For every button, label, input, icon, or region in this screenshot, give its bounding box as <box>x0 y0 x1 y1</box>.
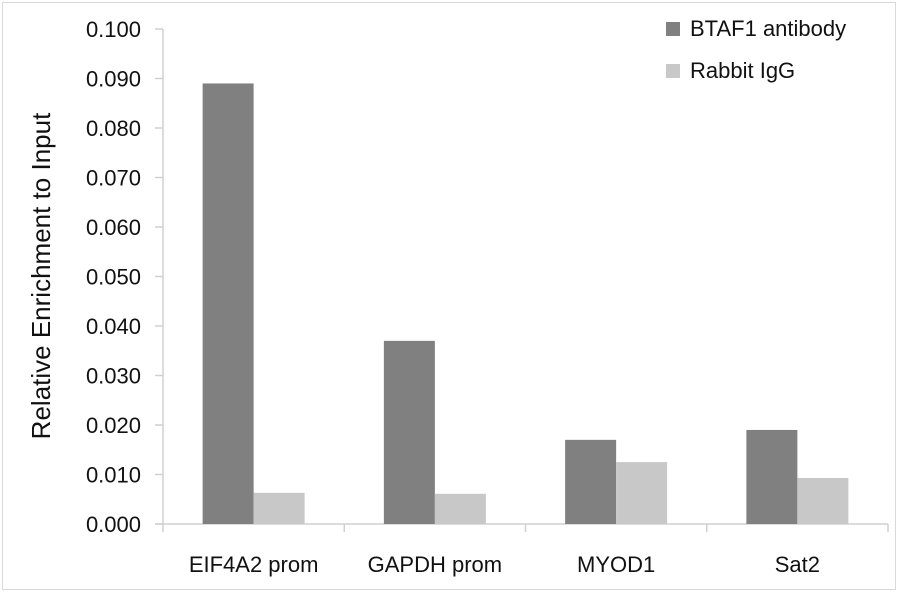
bar-btaf1-antibody <box>383 340 435 524</box>
bar-btaf1-antibody <box>746 429 798 524</box>
bar-rabbit-igg <box>616 462 668 524</box>
legend-swatch <box>666 64 680 78</box>
y-tick-label: 0.070 <box>86 166 141 191</box>
y-tick-label: 0.020 <box>86 413 141 438</box>
legend: BTAF1 antibody Rabbit IgG <box>666 16 846 83</box>
x-category-label: EIF4A2 prom <box>189 552 319 577</box>
y-axis: 0.000 0.010 0.020 0.030 0.040 0.050 0.060 0.070… <box>86 17 164 537</box>
x-category-label: MYOD1 <box>577 552 655 577</box>
bar-btaf1-antibody <box>565 439 617 524</box>
y-tick-label: 0.050 <box>86 265 141 290</box>
bar-rabbit-igg <box>253 492 305 524</box>
x-category-label: GAPDH prom <box>368 552 502 577</box>
legend-label: Rabbit IgG <box>690 58 795 83</box>
x-category-label: Sat2 <box>775 552 820 577</box>
legend-swatch <box>666 22 680 36</box>
y-tick-label: 0.030 <box>86 364 141 389</box>
y-tick-label: 0.090 <box>86 67 141 92</box>
y-axis-title: Relative Enrichment to Input <box>26 112 56 439</box>
legend-label: BTAF1 antibody <box>690 16 846 41</box>
bar-rabbit-igg <box>797 477 849 524</box>
bars <box>202 83 849 524</box>
y-tick-label: 0.010 <box>86 463 141 488</box>
bar-btaf1-antibody <box>202 83 254 524</box>
y-tick-label: 0.080 <box>86 116 141 141</box>
y-tick-label: 0.100 <box>86 17 141 42</box>
bar-rabbit-igg <box>434 493 486 524</box>
y-tick-label: 0.060 <box>86 215 141 240</box>
y-tick-label: 0.000 <box>86 512 141 537</box>
x-axis: EIF4A2 prom GAPDH prom MYOD1 Sat2 <box>155 523 889 577</box>
y-tick-label: 0.040 <box>86 314 141 339</box>
